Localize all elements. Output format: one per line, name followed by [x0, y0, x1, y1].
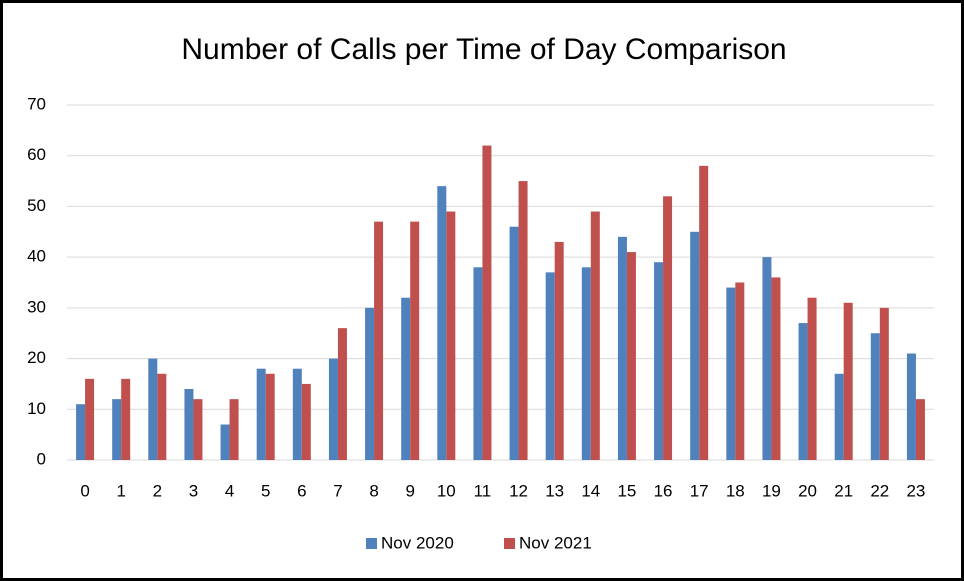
bar	[85, 378, 95, 460]
x-tick-label: 12	[509, 481, 528, 500]
x-tick-label: 3	[189, 481, 198, 500]
bar	[654, 262, 664, 460]
bar	[337, 328, 347, 460]
x-tick-label: 15	[617, 481, 636, 500]
bar	[771, 277, 781, 460]
bar	[410, 221, 420, 460]
bar	[762, 257, 772, 460]
legend-swatch	[366, 538, 377, 549]
legend-label: Nov 2021	[519, 533, 592, 552]
x-tick-label: 7	[333, 481, 342, 500]
x-tick-label: 17	[690, 481, 709, 500]
bar	[437, 186, 447, 460]
x-tick-label: 2	[153, 481, 162, 500]
bar	[915, 399, 925, 460]
bar	[798, 323, 808, 460]
x-tick-label: 22	[870, 481, 889, 500]
x-tick-label: 6	[297, 481, 306, 500]
bar	[726, 287, 736, 460]
bar	[193, 399, 203, 460]
x-tick-label: 19	[762, 481, 781, 500]
x-tick-label: 0	[80, 481, 89, 500]
bar	[157, 373, 167, 460]
bar	[834, 373, 844, 460]
bar	[518, 181, 528, 461]
bar	[879, 307, 889, 460]
bar	[148, 358, 158, 460]
y-tick-label: 10	[27, 399, 46, 418]
bar	[229, 399, 239, 460]
bar	[590, 211, 600, 460]
x-tick-label: 4	[225, 481, 234, 500]
bar	[473, 267, 483, 460]
legend-swatch	[504, 538, 515, 549]
legend-label: Nov 2020	[381, 533, 454, 552]
y-tick-label: 0	[37, 449, 46, 468]
x-tick-label: 1	[116, 481, 125, 500]
chart-title: Number of Calls per Time of Day Comparis…	[181, 33, 786, 66]
bar	[699, 165, 709, 460]
x-tick-label: 16	[654, 481, 673, 500]
bar	[906, 353, 916, 460]
bar	[265, 373, 275, 460]
bar	[292, 368, 302, 460]
bar	[256, 368, 266, 460]
x-tick-label: 8	[369, 481, 378, 500]
bar	[509, 226, 519, 460]
bar	[626, 252, 636, 460]
bar	[663, 196, 673, 461]
bar	[843, 302, 853, 460]
x-tick-label: 10	[437, 481, 456, 500]
bar	[374, 221, 384, 460]
bar	[581, 267, 591, 460]
y-tick-label: 40	[27, 247, 46, 266]
bar	[365, 307, 375, 460]
y-tick-label: 30	[27, 297, 46, 316]
bar	[301, 383, 311, 460]
x-tick-label: 21	[834, 481, 853, 500]
y-tick-label: 60	[27, 145, 46, 164]
x-tick-label: 14	[581, 481, 600, 500]
y-tick-label: 50	[27, 196, 46, 215]
bar	[735, 282, 745, 460]
x-tick-label: 13	[545, 481, 564, 500]
y-tick-label: 20	[27, 348, 46, 367]
bar	[554, 241, 564, 460]
bar	[807, 297, 817, 460]
x-tick-label: 20	[798, 481, 817, 500]
bar	[220, 424, 230, 460]
bar	[446, 211, 456, 460]
x-tick-label: 23	[906, 481, 925, 500]
y-tick-label: 70	[27, 94, 46, 113]
bar	[328, 358, 338, 460]
bar	[76, 404, 86, 460]
bar	[184, 389, 194, 460]
bar	[870, 333, 880, 460]
bar	[482, 145, 492, 461]
x-tick-label: 11	[474, 481, 492, 500]
bar	[617, 236, 627, 460]
bar	[121, 378, 131, 460]
x-tick-label: 9	[405, 481, 414, 500]
bar	[690, 231, 700, 460]
x-tick-label: 18	[726, 481, 745, 500]
bar	[545, 272, 555, 460]
bar	[401, 297, 411, 460]
x-tick-label: 5	[261, 481, 270, 500]
bar	[112, 399, 122, 460]
